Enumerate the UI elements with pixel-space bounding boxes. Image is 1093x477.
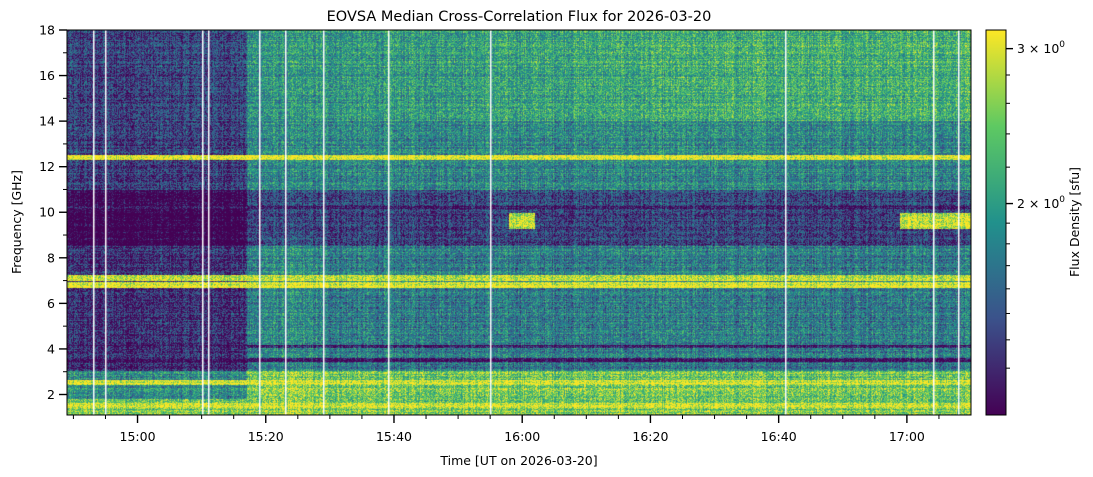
plot-frame — [66, 29, 972, 416]
y-tick-label: 14 — [39, 114, 55, 129]
y-axis: 2 4 6 8 10 12 14 16 18 — [39, 23, 67, 402]
colorbar-title: Flux Density [sfu] — [1067, 167, 1082, 277]
y-tick-label: 6 — [47, 296, 55, 311]
spectrogram-heatmap — [67, 30, 971, 415]
colorbar-ticks: 3 × 100 2 × 100 — [1006, 40, 1065, 369]
y-tick-label: 10 — [39, 205, 55, 220]
chart-title: EOVSA Median Cross-Correlation Flux for … — [327, 9, 712, 25]
x-axis-title: Time [UT on 2026-03-20] — [439, 453, 597, 468]
y-tick-label: 16 — [39, 68, 55, 83]
y-axis-title: Frequency [GHz] — [9, 170, 24, 274]
x-tick-label: 15:20 — [248, 429, 284, 444]
x-axis: 15:00 15:20 15:40 16:00 16:20 16:40 17:00 — [72, 415, 940, 444]
y-tick-label: 2 — [47, 387, 55, 402]
x-tick-label: 17:00 — [889, 429, 925, 444]
x-tick-label: 16:20 — [632, 429, 668, 444]
y-tick-label: 4 — [47, 341, 55, 356]
y-tick-label: 12 — [39, 159, 55, 174]
x-tick-label: 15:00 — [120, 429, 156, 444]
heatmap-raster — [67, 30, 971, 415]
colorbar-tick-label: 2 × 100 — [1017, 195, 1065, 211]
y-tick-label: 8 — [47, 250, 55, 265]
x-tick-label: 15:40 — [376, 429, 412, 444]
x-tick-label: 16:40 — [761, 429, 797, 444]
y-tick-label: 18 — [39, 23, 55, 38]
colorbar-tick-label: 3 × 100 — [1017, 40, 1065, 56]
colorbar — [985, 29, 1007, 416]
x-tick-label: 16:00 — [504, 429, 540, 444]
